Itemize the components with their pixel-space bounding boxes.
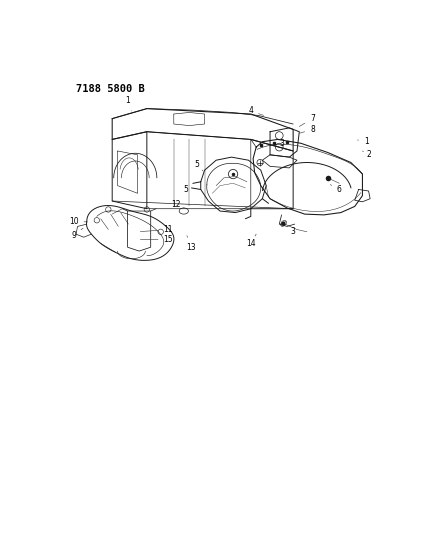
Text: 4: 4 [248, 107, 263, 116]
Text: 2: 2 [362, 150, 370, 159]
Text: 15: 15 [140, 235, 173, 244]
Text: 1: 1 [357, 137, 368, 146]
Text: 6: 6 [329, 184, 341, 194]
Text: 1: 1 [125, 96, 131, 111]
Text: 3: 3 [271, 139, 283, 148]
Text: 13: 13 [186, 236, 196, 252]
Text: 10: 10 [69, 217, 86, 227]
Text: 5: 5 [194, 160, 203, 171]
Text: 14: 14 [245, 234, 256, 248]
Text: 12: 12 [171, 200, 183, 209]
Text: 3: 3 [285, 220, 295, 236]
Text: 9: 9 [71, 228, 83, 240]
Text: 7188 5800 B: 7188 5800 B [76, 84, 144, 94]
Text: 7: 7 [299, 114, 314, 126]
Text: 8: 8 [299, 125, 314, 134]
Text: 11: 11 [140, 225, 173, 234]
Text: 5: 5 [182, 183, 193, 194]
